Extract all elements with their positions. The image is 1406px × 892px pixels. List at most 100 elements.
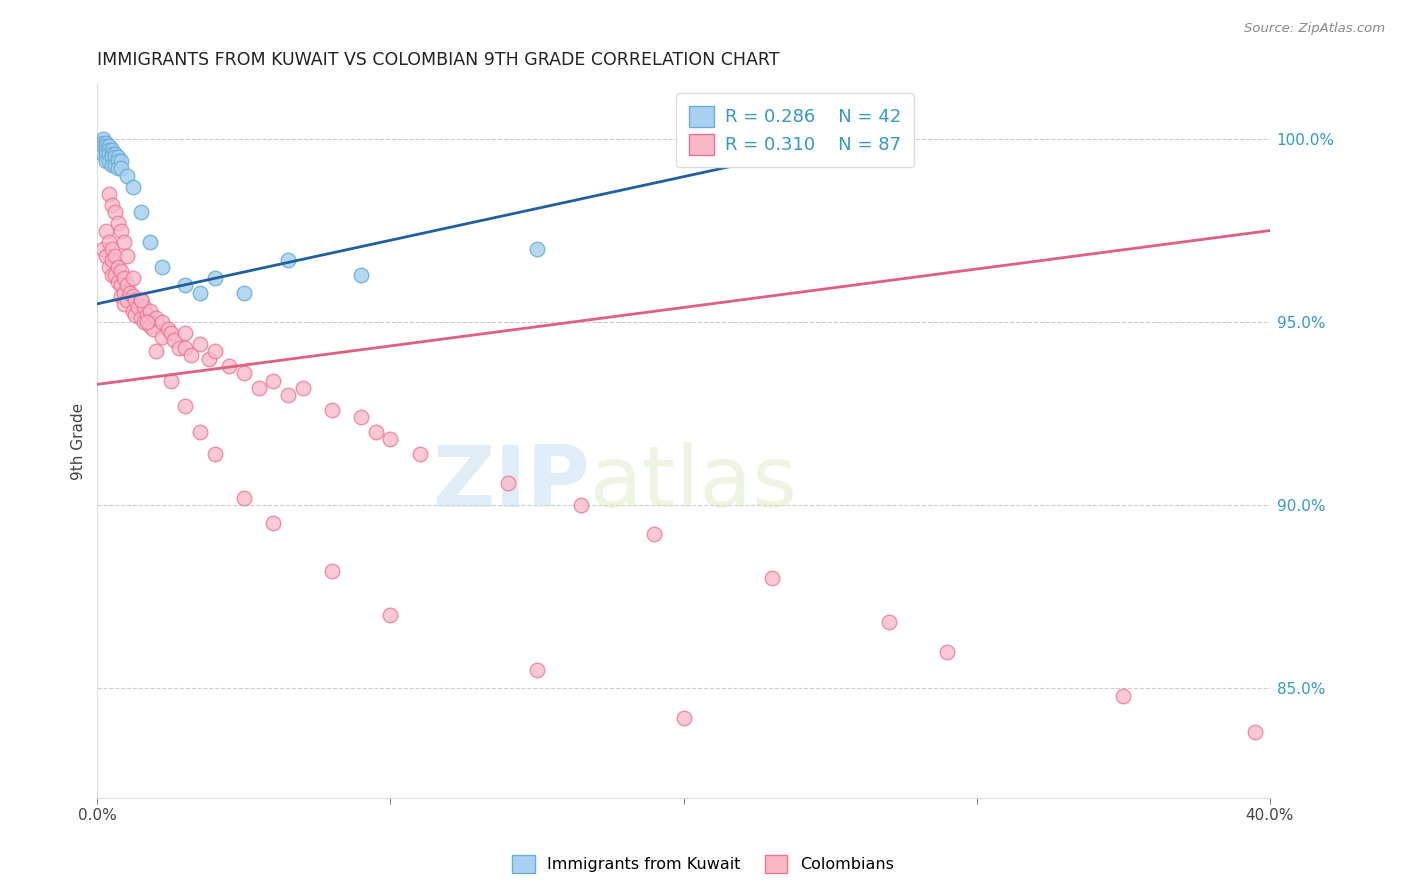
Point	[112, 285, 135, 300]
Point	[180, 348, 202, 362]
Point	[91, 136, 114, 150]
Point	[110, 223, 132, 237]
Point	[124, 308, 146, 322]
Point	[131, 293, 153, 307]
Point	[124, 293, 146, 307]
Point	[107, 150, 129, 164]
Point	[94, 136, 117, 150]
Point	[101, 146, 124, 161]
Point	[247, 381, 270, 395]
Point	[188, 285, 211, 300]
Point	[197, 351, 219, 366]
Point	[118, 285, 141, 300]
Point	[672, 710, 695, 724]
Point	[526, 242, 548, 256]
Point	[159, 326, 181, 340]
Point	[107, 161, 129, 176]
Point	[321, 564, 343, 578]
Legend: R = 0.286    N = 42, R = 0.310    N = 87: R = 0.286 N = 42, R = 0.310 N = 87	[676, 93, 914, 168]
Point	[863, 128, 886, 143]
Point	[115, 249, 138, 263]
Point	[110, 161, 132, 176]
Point	[115, 169, 138, 183]
Point	[131, 205, 153, 219]
Point	[380, 607, 402, 622]
Point	[204, 344, 226, 359]
Point	[107, 154, 129, 169]
Point	[321, 403, 343, 417]
Point	[134, 301, 156, 315]
Point	[94, 223, 117, 237]
Point	[94, 143, 117, 157]
Point	[91, 143, 114, 157]
Point	[89, 136, 111, 150]
Point	[121, 271, 143, 285]
Point	[107, 275, 129, 289]
Point	[127, 301, 149, 315]
Point	[94, 154, 117, 169]
Point	[91, 132, 114, 146]
Y-axis label: 9th Grade: 9th Grade	[72, 402, 86, 480]
Point	[188, 425, 211, 439]
Point	[142, 322, 165, 336]
Point	[110, 278, 132, 293]
Point	[101, 158, 124, 172]
Point	[121, 289, 143, 303]
Point	[112, 271, 135, 285]
Point	[94, 139, 117, 153]
Point	[110, 289, 132, 303]
Point	[350, 268, 373, 282]
Point	[98, 146, 121, 161]
Point	[101, 252, 124, 267]
Point	[150, 315, 173, 329]
Point	[232, 367, 254, 381]
Point	[104, 158, 127, 172]
Point	[350, 410, 373, 425]
Point	[643, 527, 665, 541]
Point	[94, 249, 117, 263]
Point	[104, 268, 127, 282]
Point	[136, 308, 159, 322]
Point	[188, 337, 211, 351]
Point	[110, 154, 132, 169]
Point	[89, 139, 111, 153]
Point	[134, 315, 156, 329]
Point	[104, 150, 127, 164]
Point	[409, 447, 432, 461]
Point	[131, 311, 153, 326]
Point	[98, 260, 121, 275]
Point	[139, 318, 162, 333]
Point	[121, 179, 143, 194]
Point	[145, 311, 167, 326]
Point	[1244, 725, 1267, 739]
Point	[136, 315, 159, 329]
Point	[98, 143, 121, 157]
Point	[104, 146, 127, 161]
Point	[121, 304, 143, 318]
Point	[174, 278, 197, 293]
Point	[101, 242, 124, 256]
Point	[115, 293, 138, 307]
Point	[277, 252, 299, 267]
Point	[107, 260, 129, 275]
Text: atlas: atlas	[589, 442, 797, 525]
Point	[526, 663, 548, 677]
Point	[496, 476, 519, 491]
Point	[101, 198, 124, 212]
Point	[104, 205, 127, 219]
Point	[139, 304, 162, 318]
Point	[174, 400, 197, 414]
Point	[162, 334, 184, 348]
Point	[115, 278, 138, 293]
Point	[174, 326, 197, 340]
Point	[98, 154, 121, 169]
Point	[262, 374, 284, 388]
Point	[277, 388, 299, 402]
Text: IMMIGRANTS FROM KUWAIT VS COLOMBIAN 9TH GRADE CORRELATION CHART: IMMIGRANTS FROM KUWAIT VS COLOMBIAN 9TH …	[97, 51, 780, 69]
Point	[232, 491, 254, 505]
Point	[112, 297, 135, 311]
Point	[91, 242, 114, 256]
Text: ZIP: ZIP	[432, 442, 589, 525]
Point	[104, 249, 127, 263]
Point	[89, 143, 111, 157]
